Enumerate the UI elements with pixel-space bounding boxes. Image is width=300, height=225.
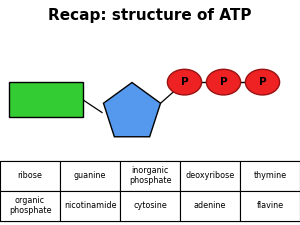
Circle shape — [206, 69, 241, 95]
Text: organic
phosphate: organic phosphate — [9, 196, 51, 215]
Text: ribose: ribose — [18, 171, 42, 180]
Circle shape — [245, 69, 280, 95]
Polygon shape — [103, 83, 160, 137]
FancyBboxPatch shape — [0, 161, 300, 220]
FancyBboxPatch shape — [60, 191, 120, 220]
Text: thymine: thymine — [254, 171, 286, 180]
Text: deoxyribose: deoxyribose — [185, 171, 235, 180]
FancyBboxPatch shape — [0, 161, 60, 191]
Text: cytosine: cytosine — [133, 201, 167, 210]
FancyBboxPatch shape — [180, 191, 240, 220]
FancyBboxPatch shape — [0, 191, 60, 220]
Text: guanine: guanine — [74, 171, 106, 180]
Text: inorganic
phosphate: inorganic phosphate — [129, 166, 171, 185]
FancyBboxPatch shape — [180, 161, 240, 191]
Text: P: P — [259, 77, 266, 87]
FancyBboxPatch shape — [9, 82, 82, 117]
FancyBboxPatch shape — [60, 161, 120, 191]
Circle shape — [167, 69, 202, 95]
FancyBboxPatch shape — [120, 191, 180, 220]
FancyBboxPatch shape — [120, 161, 180, 191]
FancyBboxPatch shape — [240, 191, 300, 220]
Text: P: P — [220, 77, 227, 87]
Text: Recap: structure of ATP: Recap: structure of ATP — [48, 8, 252, 23]
Text: flavine: flavine — [256, 201, 284, 210]
FancyBboxPatch shape — [240, 161, 300, 191]
Text: nicotinamide: nicotinamide — [64, 201, 116, 210]
Text: P: P — [181, 77, 188, 87]
Text: adenine: adenine — [194, 201, 226, 210]
